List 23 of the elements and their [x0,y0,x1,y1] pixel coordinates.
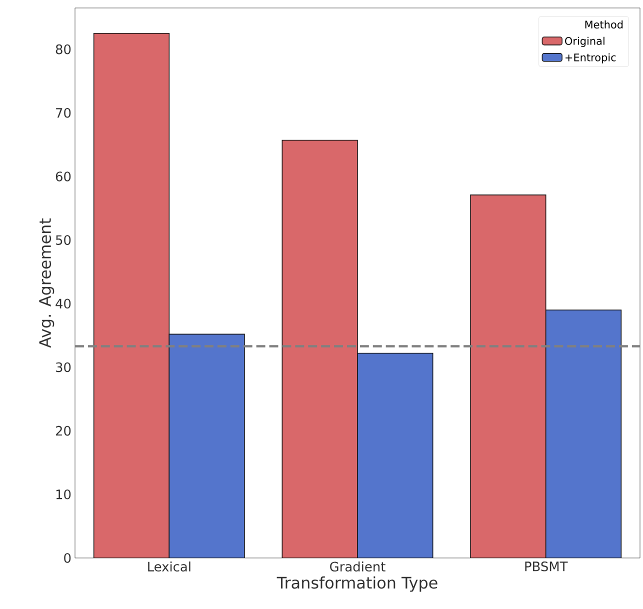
y-tick-label: 80 [56,44,71,54]
y-tick-label: 0 [64,553,71,563]
bar [470,194,546,558]
y-tick-label: 70 [56,108,71,118]
y-tick-label: 50 [56,235,71,245]
legend-label: +Entropic [566,53,616,64]
y-axis-title: Avg. Agreement [39,218,54,348]
y-tick-label: 30 [56,362,71,372]
bar [169,334,245,558]
y-tick-label: 40 [56,298,71,309]
x-tick-label: PBSMT [525,562,568,572]
legend-label: Original [565,36,604,47]
y-tick-label: 10 [56,490,71,500]
legend-title: Method [585,20,623,28]
bar [282,140,358,558]
x-axis-title: Transformation Type [276,576,438,592]
x-tick-label: Gradient [330,562,386,572]
bar [545,310,622,558]
y-tick-label: 20 [56,426,71,436]
bar [357,352,434,558]
x-tick-label: Lexical [148,562,190,572]
bar [94,33,170,558]
y-tick-label: 60 [56,172,71,182]
